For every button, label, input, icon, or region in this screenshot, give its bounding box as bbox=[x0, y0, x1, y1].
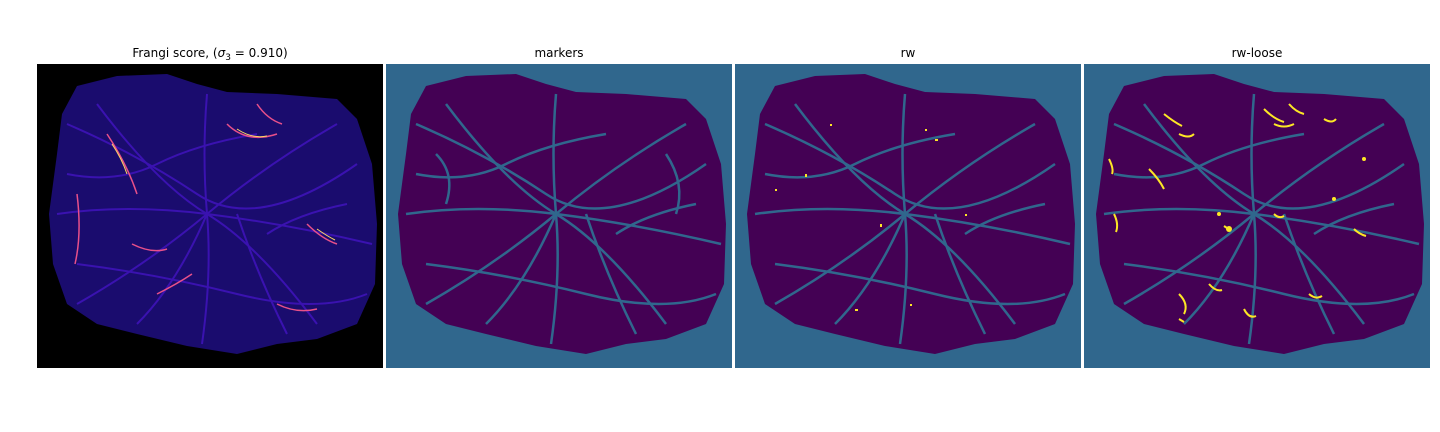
frangi-bright-spots bbox=[111, 128, 336, 241]
panel-title-rw: rw bbox=[900, 46, 916, 60]
rw-loose-canvas bbox=[1084, 64, 1430, 368]
panel-title-rw-loose: rw-loose bbox=[1231, 46, 1283, 60]
frangi-title-suffix: = 0.910) bbox=[230, 46, 288, 60]
frangi-canvas bbox=[37, 64, 383, 368]
rw-loose-blobs bbox=[1217, 157, 1366, 232]
rw-network bbox=[754, 93, 1071, 345]
frangi-title-prefix: Frangi score, ( bbox=[132, 46, 218, 60]
rw-loose-highlights bbox=[1108, 103, 1367, 323]
rw-canvas bbox=[735, 64, 1081, 368]
frangi-image bbox=[37, 64, 383, 368]
frangi-network bbox=[56, 93, 373, 345]
rw-image bbox=[735, 64, 1081, 368]
sigma-symbol: σ bbox=[217, 46, 226, 60]
panel-title-frangi: Frangi score, (σ3 = 0.910) bbox=[37, 45, 383, 66]
rw-highlights bbox=[775, 124, 967, 311]
markers-network bbox=[405, 93, 722, 345]
markers-canvas bbox=[386, 64, 732, 368]
panel-title-markers: markers bbox=[534, 46, 584, 60]
rw-loose-network bbox=[1103, 93, 1420, 345]
sigma-subscript: 3 bbox=[225, 53, 231, 63]
frangi-highlights bbox=[74, 103, 338, 312]
rw-loose-image bbox=[1084, 64, 1430, 368]
markers-image bbox=[386, 64, 732, 368]
